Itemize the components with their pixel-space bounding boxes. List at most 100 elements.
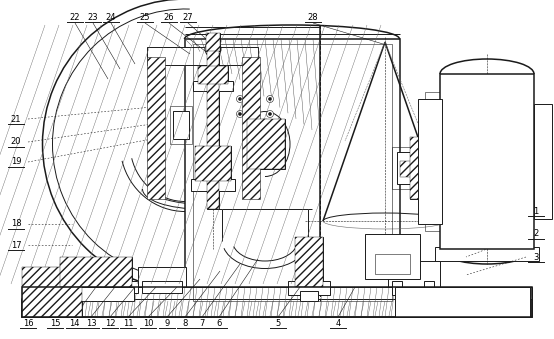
Circle shape — [205, 41, 221, 57]
Text: 16: 16 — [23, 319, 33, 327]
Bar — [22, 287, 532, 317]
Circle shape — [269, 98, 271, 100]
Circle shape — [254, 98, 257, 100]
Bar — [247, 119, 285, 169]
Text: 3: 3 — [534, 253, 538, 261]
Text: 4: 4 — [335, 319, 341, 327]
Bar — [395, 287, 530, 317]
Text: 15: 15 — [50, 319, 60, 327]
Text: 5: 5 — [275, 319, 281, 327]
Text: 6: 6 — [216, 319, 222, 327]
Bar — [173, 111, 189, 139]
Bar — [147, 57, 165, 199]
Text: 26: 26 — [163, 13, 175, 21]
Circle shape — [254, 127, 257, 131]
Bar — [424, 281, 434, 295]
Circle shape — [269, 113, 271, 116]
Bar — [288, 281, 330, 295]
Text: 11: 11 — [123, 319, 134, 327]
Bar — [410, 137, 440, 199]
Bar — [207, 39, 219, 209]
Bar — [22, 267, 82, 317]
Bar — [207, 39, 219, 209]
Circle shape — [535, 164, 551, 180]
Bar — [502, 147, 520, 191]
Bar — [247, 119, 285, 169]
Bar — [147, 47, 258, 65]
Text: 12: 12 — [105, 319, 115, 327]
Bar — [485, 151, 510, 187]
Bar — [193, 44, 392, 301]
Bar — [534, 104, 552, 219]
Circle shape — [252, 125, 259, 133]
Bar — [438, 147, 446, 189]
Circle shape — [266, 111, 274, 118]
Bar — [410, 137, 440, 199]
Bar — [418, 99, 442, 224]
Bar — [170, 106, 192, 144]
Text: 19: 19 — [11, 158, 21, 166]
Bar — [295, 237, 323, 287]
Text: 1: 1 — [534, 206, 538, 216]
Circle shape — [266, 96, 274, 102]
Text: 24: 24 — [106, 13, 116, 21]
Text: 9: 9 — [165, 319, 170, 327]
Bar — [206, 33, 220, 51]
Circle shape — [252, 96, 259, 102]
Bar — [138, 267, 186, 287]
Text: 23: 23 — [88, 13, 98, 21]
Bar — [365, 234, 420, 279]
Circle shape — [239, 98, 242, 100]
Text: 13: 13 — [86, 319, 96, 327]
Circle shape — [252, 111, 259, 118]
Bar — [185, 39, 400, 301]
Bar — [22, 300, 532, 317]
Circle shape — [254, 113, 257, 116]
Text: 7: 7 — [199, 319, 204, 327]
Text: 2: 2 — [534, 230, 538, 239]
Bar — [295, 237, 323, 287]
Circle shape — [237, 96, 244, 102]
Bar — [400, 161, 490, 177]
Bar — [435, 247, 539, 261]
Bar — [242, 57, 260, 199]
Bar — [375, 254, 410, 274]
Bar — [392, 281, 402, 295]
Text: 18: 18 — [11, 219, 21, 228]
Bar — [60, 257, 132, 287]
Bar — [440, 74, 534, 249]
Bar — [408, 154, 420, 170]
Bar — [198, 66, 228, 84]
Bar — [22, 287, 532, 299]
Bar — [195, 146, 231, 181]
Bar — [419, 144, 437, 192]
Bar — [58, 287, 134, 301]
Bar — [198, 66, 228, 84]
Text: 28: 28 — [307, 13, 319, 21]
Text: 27: 27 — [183, 13, 193, 21]
Bar — [142, 281, 182, 293]
Circle shape — [239, 113, 242, 116]
Bar — [22, 299, 532, 317]
Bar — [400, 161, 490, 177]
Bar — [388, 261, 440, 287]
Bar — [22, 267, 82, 287]
Text: 10: 10 — [143, 319, 153, 327]
Text: 21: 21 — [11, 115, 21, 123]
Text: 20: 20 — [11, 138, 21, 146]
Bar — [193, 81, 233, 91]
Text: 25: 25 — [140, 13, 150, 21]
Text: 14: 14 — [69, 319, 79, 327]
Bar — [22, 288, 532, 300]
Bar — [397, 152, 419, 184]
Bar — [22, 287, 82, 317]
Bar — [392, 147, 424, 189]
Circle shape — [237, 111, 244, 118]
Bar — [195, 146, 231, 181]
Bar — [22, 287, 77, 317]
Bar — [54, 281, 138, 293]
Bar — [60, 257, 132, 287]
Text: 17: 17 — [11, 240, 21, 250]
Bar — [206, 33, 220, 51]
Bar — [300, 291, 318, 301]
